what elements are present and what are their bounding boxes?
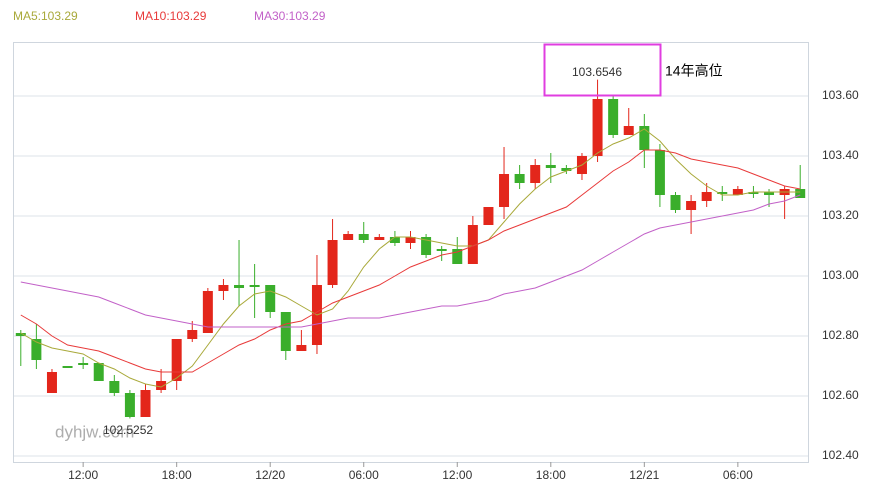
y-tick-label: 103.60 [822,88,859,102]
candle-body [156,381,167,390]
ma-line [20,194,801,328]
candle-body [483,207,494,225]
x-tick-label: 18:00 [536,468,566,482]
candle-body [467,225,478,264]
candle-body [639,126,650,150]
y-tick-label: 102.80 [822,328,859,342]
ma-line [20,149,801,373]
y-tick-label: 103.40 [822,148,859,162]
candle-body [171,339,182,381]
candle-body [436,249,447,251]
candle-body [561,168,572,171]
candle-body [764,192,775,195]
candle-body [389,237,400,243]
candle-body [218,285,229,291]
candle-body [249,285,260,287]
candle-body [514,174,525,183]
y-tick-label: 102.60 [822,388,859,402]
candle-body [93,363,104,381]
high-annotation: 103.6546 [572,65,622,79]
candle-body [343,234,354,240]
candle-body [670,195,681,210]
candle-body [452,249,463,264]
candle-body [327,240,338,285]
candle-body [202,291,213,333]
low-annotation: 102.5252 [103,423,153,437]
candle-body [654,150,665,195]
candle-body [31,339,42,360]
x-tick-label: 18:00 [162,468,192,482]
candle-body [78,363,89,365]
legend-entry: MA10:103.29 [135,9,207,23]
watermark: dyhjw.com [55,422,134,441]
x-tick-label: 06:00 [349,468,379,482]
x-tick-label: 12/20 [255,468,285,482]
candle-body [499,174,510,207]
candle-body [608,99,619,135]
x-tick-label: 12/21 [629,468,659,482]
high-note: 14年高位 [665,63,723,79]
legend-entry: MA30:103.29 [254,9,326,23]
candle-body [46,372,57,393]
candle-body [748,192,759,194]
candle-body [187,330,198,339]
x-tick-label: 06:00 [723,468,753,482]
candle-body [15,333,26,336]
y-tick-label: 102.40 [822,448,859,462]
legend-entry: MA5:103.29 [13,9,78,23]
candle-body [732,189,743,195]
candle-body [686,201,697,210]
candle-body [234,285,245,288]
annotation-box [543,43,662,97]
candle-body [358,234,369,240]
candle-body [701,192,712,201]
plot-border [13,42,809,463]
candle-body [405,237,416,243]
candle-body [421,237,432,255]
x-tick-label: 12:00 [68,468,98,482]
candle-body [530,165,541,183]
candle-body [545,165,556,168]
candle-body [374,237,385,240]
candle-body [109,381,120,393]
ma-line [20,128,801,388]
candle-body [717,192,728,194]
candle-body [592,99,603,156]
x-tick-label: 12:00 [442,468,472,482]
candle-body [795,189,806,198]
y-tick-label: 103.20 [822,208,859,222]
candle-body [62,366,73,368]
candle-body [623,126,634,135]
candle-body [140,390,151,417]
candle-body [124,393,135,417]
candle-body [296,345,307,351]
candle-body [280,312,291,351]
candle-body [265,285,276,312]
y-tick-label: 103.00 [822,268,859,282]
